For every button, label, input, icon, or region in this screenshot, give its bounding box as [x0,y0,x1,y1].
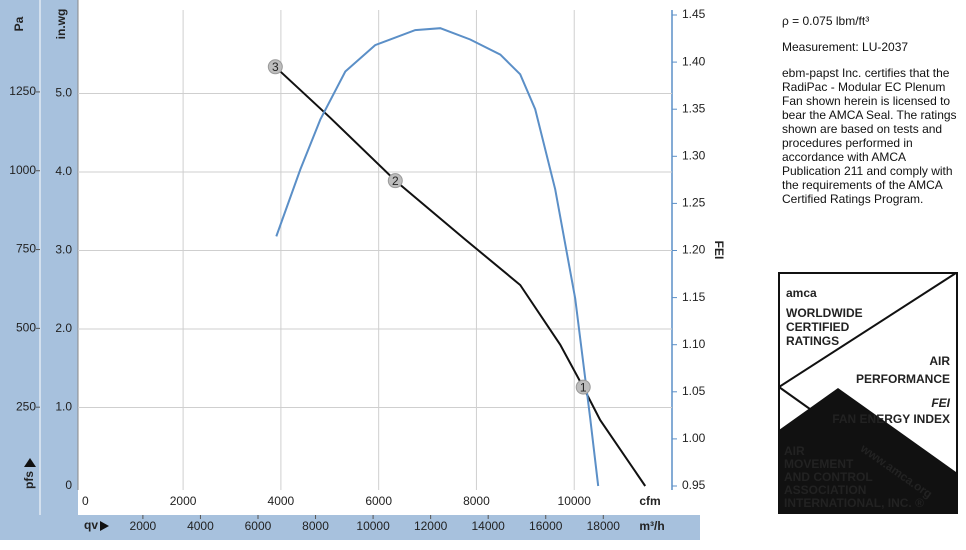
y2-tick-label: 1.45 [682,7,706,21]
x2-tick-label: 4000 [187,519,214,533]
y2-tick-label: 1.40 [682,54,706,68]
y2-tick-label: 0.95 [682,478,706,492]
seal-text: FEI [931,396,950,410]
inwg-label: in.wg [54,9,68,40]
x-tick-label: 6000 [365,494,392,508]
seal-text: AIR [929,354,950,368]
seal-text: MOVEMENT [784,457,854,471]
x2-tick-label: 6000 [245,519,272,533]
pa-tick-label: 750 [16,242,36,256]
y2-tick-label: 1.05 [682,384,706,398]
seal-text: WORLDWIDE [786,306,863,320]
pa-label: Pa [12,16,26,31]
chart: Pa in.wg FEI pfs qv cfm m³/h 0 1.0 2.0 3.0 4… [0,0,726,540]
cfm-label: cfm [639,494,660,508]
x2-tick-label: 12000 [414,519,448,533]
x-tick-label: 10000 [558,494,592,508]
seal-dark [779,388,956,513]
x2-tick-label: 2000 [130,519,157,533]
pa-tick-label: 500 [16,321,36,335]
operating-point [575,379,591,395]
operating-point [267,59,283,75]
y-tick-label: 3.0 [55,243,72,257]
y-tick-label: 0 [65,478,72,492]
point-label: 1 [580,380,587,394]
arrow [24,458,36,467]
y2-tick-label: 1.00 [682,431,706,445]
y-tick-label: 2.0 [55,321,72,335]
seal-text: RATINGS [786,334,839,348]
seal-text: FAN ENERGY INDEX [832,412,950,426]
pa-tick-label: 1250 [9,84,36,98]
notes: ρ = 0.075 lbm/ft³ Measurement: LU-2037 e… [782,14,957,218]
y-tick-label: 5.0 [55,86,72,100]
bottom-band [0,515,700,540]
x2-tick-label: 16000 [529,519,563,533]
y2-tick-label: 1.25 [682,196,706,210]
x2-tick-label: 18000 [587,519,621,533]
y2-tick-label: 1.30 [682,148,706,162]
seal-text: CERTIFIED [786,320,850,334]
x2-tick-label: 14000 [471,519,505,533]
seal-text: AND CONTROL [784,470,873,484]
point-label: 2 [392,174,399,188]
y2-tick-label: 1.35 [682,101,706,115]
y2-tick-label: 1.10 [682,337,706,351]
measurement: Measurement: LU-2037 [782,40,909,54]
fei-label: FEI [712,241,726,260]
x-tick-label: 2000 [170,494,197,508]
x-tick-label: 0 [82,494,89,508]
y-tick-label: 1.0 [55,400,72,414]
seal-text: AIR [784,444,805,458]
x-tick-label: 4000 [268,494,295,508]
seal-line [778,272,957,388]
pa-tick-label: 1000 [9,163,36,177]
amca-seal: amca WORLDWIDE CERTIFIED RATINGS AIR PER… [778,272,958,514]
flow-symbol: qv [84,518,98,532]
plot-area [78,0,672,490]
certification: ebm-papst Inc. certifies that the RadiPa… [782,66,957,206]
seal-logo: amca [786,286,817,300]
point-label: 3 [272,60,279,74]
x2-tick-label: 10000 [356,519,390,533]
pa-tick-label: 250 [16,399,36,413]
pressure-symbol: pfs [22,471,36,489]
series-line [274,66,647,487]
x2-tick-label: 8000 [302,519,329,533]
y-tick-label: 4.0 [55,164,72,178]
y2-tick-label: 1.20 [682,243,706,257]
arrow [100,521,109,531]
x-tick-label: 8000 [463,494,490,508]
y2-tick-label: 1.15 [682,290,706,304]
seal-text: INTERNATIONAL, INC. ® [784,496,924,510]
series-line [275,27,600,487]
density: ρ = 0.075 lbm/ft³ [782,14,870,28]
seal-text: ASSOCIATION [784,483,866,497]
operating-point [387,173,403,189]
seal-text: PERFORMANCE [856,372,950,386]
left-band [0,0,78,540]
m3h-label: m³/h [639,519,664,533]
